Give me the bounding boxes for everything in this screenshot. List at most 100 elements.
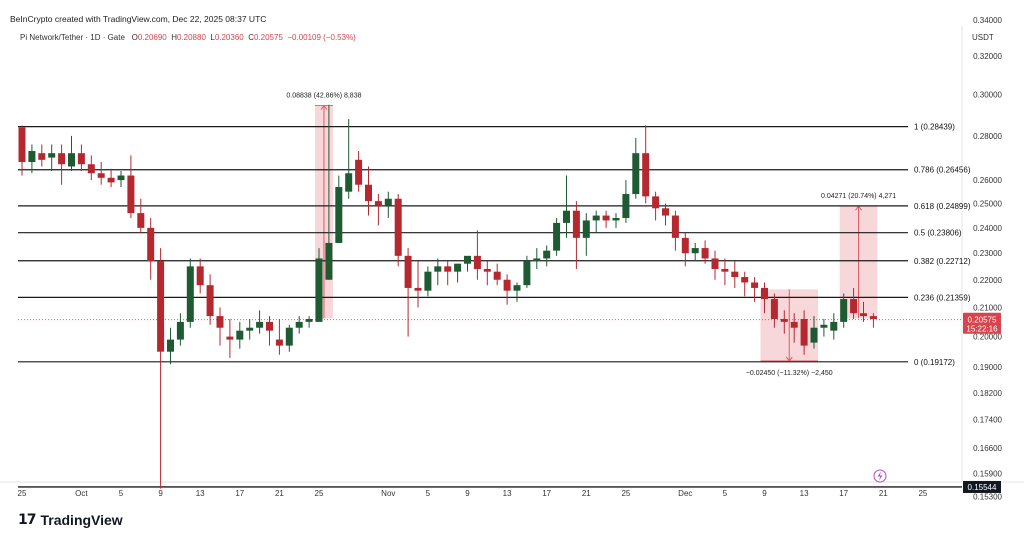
- candle[interactable]: [266, 316, 273, 346]
- candle[interactable]: [434, 258, 442, 286]
- candle[interactable]: [424, 266, 432, 297]
- candle-body: [246, 327, 254, 331]
- candle[interactable]: [622, 180, 630, 223]
- candle[interactable]: [87, 155, 95, 181]
- candle[interactable]: [652, 191, 660, 221]
- candle[interactable]: [592, 210, 600, 233]
- candle[interactable]: [226, 318, 234, 358]
- candle[interactable]: [325, 104, 333, 280]
- candle[interactable]: [246, 318, 254, 340]
- candle[interactable]: [127, 155, 135, 218]
- candle[interactable]: [384, 191, 392, 218]
- candle[interactable]: [147, 217, 155, 280]
- candle[interactable]: [632, 138, 640, 199]
- candle[interactable]: [38, 144, 46, 167]
- candle[interactable]: [830, 313, 838, 340]
- candle[interactable]: [612, 213, 620, 228]
- candle[interactable]: [285, 324, 293, 352]
- candle[interactable]: [701, 240, 709, 264]
- candle-body: [612, 217, 620, 221]
- candle[interactable]: [691, 242, 699, 262]
- candle[interactable]: [157, 248, 165, 489]
- candle[interactable]: [493, 263, 501, 286]
- candle[interactable]: [355, 150, 363, 192]
- candle-body: [454, 263, 462, 272]
- candle[interactable]: [256, 310, 264, 334]
- candle[interactable]: [721, 258, 729, 286]
- candle[interactable]: [345, 119, 353, 199]
- candle[interactable]: [800, 310, 808, 355]
- candle[interactable]: [365, 166, 372, 216]
- candle[interactable]: [196, 258, 204, 294]
- candle[interactable]: [503, 274, 511, 305]
- candle[interactable]: [533, 248, 541, 270]
- candle[interactable]: [523, 255, 531, 288]
- candle[interactable]: [751, 277, 759, 302]
- candle[interactable]: [28, 144, 36, 174]
- candle[interactable]: [335, 175, 343, 243]
- candle[interactable]: [216, 307, 224, 346]
- candle[interactable]: [454, 263, 462, 283]
- candle[interactable]: [483, 261, 491, 286]
- candle[interactable]: [731, 261, 739, 288]
- candle[interactable]: [741, 271, 749, 297]
- candle[interactable]: [167, 327, 174, 365]
- candle[interactable]: [840, 293, 848, 328]
- candle[interactable]: [582, 213, 590, 256]
- candle[interactable]: [404, 248, 412, 337]
- candle[interactable]: [563, 175, 570, 238]
- candle[interactable]: [305, 316, 313, 328]
- candle[interactable]: [553, 217, 561, 256]
- candle[interactable]: [473, 230, 481, 280]
- tradingview-logo[interactable]: 17 TradingView: [18, 512, 123, 528]
- candle[interactable]: [18, 125, 26, 176]
- candle[interactable]: [543, 245, 551, 267]
- candle[interactable]: [137, 198, 145, 233]
- candle[interactable]: [790, 313, 798, 343]
- candle[interactable]: [780, 310, 788, 334]
- candle[interactable]: [711, 250, 719, 280]
- candle[interactable]: [295, 316, 303, 334]
- currency-label[interactable]: USDT: [972, 33, 994, 42]
- candle[interactable]: [107, 168, 115, 188]
- candle[interactable]: [315, 248, 323, 322]
- candle[interactable]: [513, 282, 521, 302]
- candle[interactable]: [77, 144, 85, 171]
- candle[interactable]: [464, 255, 471, 272]
- candle[interactable]: [414, 261, 422, 308]
- candle[interactable]: [662, 203, 669, 226]
- candle[interactable]: [761, 282, 768, 314]
- candle[interactable]: [810, 316, 818, 349]
- candle-body: [513, 285, 521, 291]
- candle[interactable]: [176, 313, 184, 346]
- candle[interactable]: [394, 194, 402, 267]
- candle[interactable]: [68, 135, 75, 171]
- candle-body: [741, 277, 749, 283]
- candle[interactable]: [602, 210, 610, 228]
- candle-body: [38, 153, 46, 160]
- candle[interactable]: [117, 170, 125, 188]
- candle[interactable]: [860, 301, 867, 322]
- candle[interactable]: [820, 318, 828, 337]
- candle[interactable]: [444, 261, 452, 286]
- candle[interactable]: [206, 274, 214, 325]
- candle[interactable]: [642, 125, 650, 204]
- candle-body: [137, 213, 145, 228]
- candle[interactable]: [374, 194, 382, 226]
- candle-body: [117, 175, 125, 181]
- candle[interactable]: [275, 318, 283, 355]
- candle[interactable]: [671, 210, 679, 251]
- candle[interactable]: [681, 232, 689, 267]
- candle[interactable]: [770, 293, 778, 328]
- candle[interactable]: [186, 258, 194, 328]
- candle[interactable]: [869, 313, 877, 328]
- candle[interactable]: [236, 321, 244, 349]
- candle[interactable]: [48, 144, 56, 171]
- symbol-label[interactable]: Pi Network/Tether · 1D · Gate: [20, 33, 125, 42]
- candle[interactable]: [850, 287, 858, 319]
- candle-body: [127, 175, 135, 214]
- candle[interactable]: [58, 144, 66, 185]
- candle[interactable]: [572, 201, 580, 270]
- candle[interactable]: [97, 162, 105, 185]
